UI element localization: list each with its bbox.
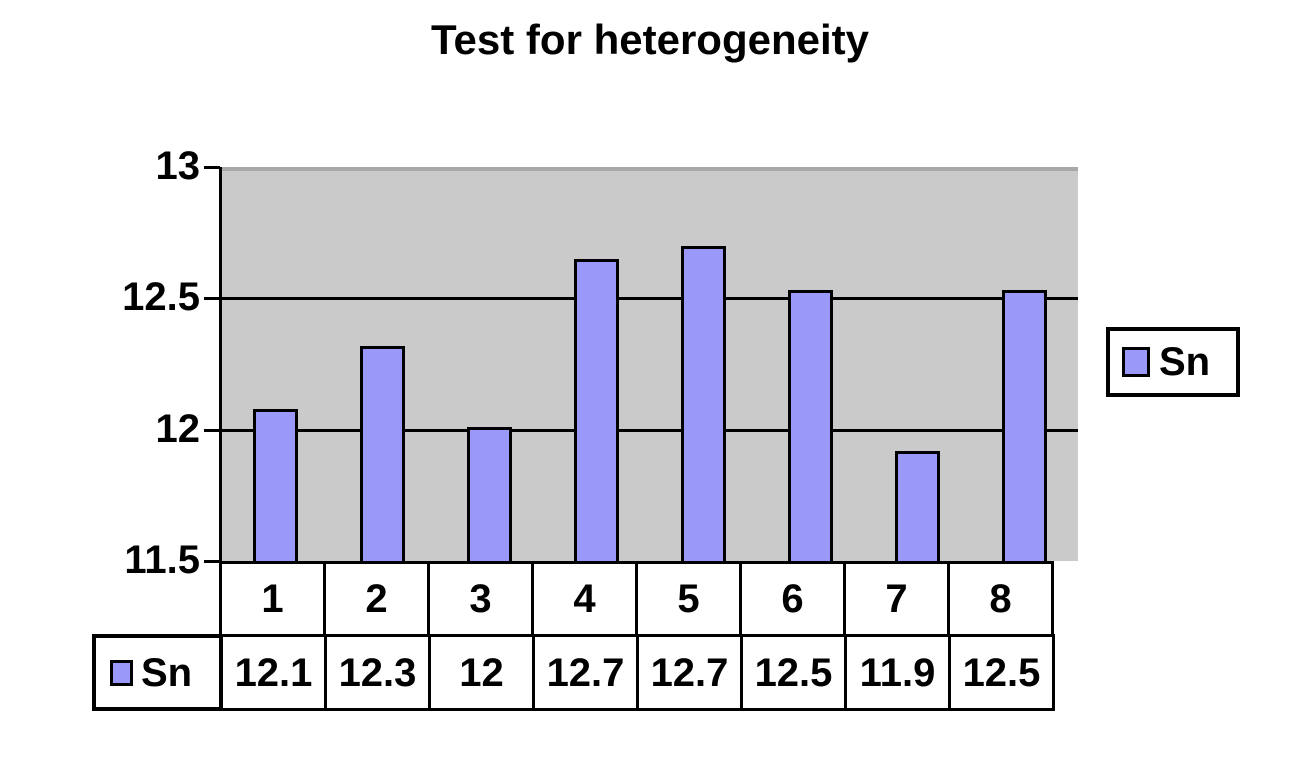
bar-sn-4 bbox=[574, 259, 619, 564]
y-axis-label: 13 bbox=[155, 144, 201, 189]
gridline bbox=[222, 429, 1078, 432]
gridline bbox=[222, 297, 1078, 300]
y-axis-tick bbox=[204, 429, 220, 432]
bar-sn-2 bbox=[360, 346, 405, 564]
table-category-cell: 7 bbox=[843, 561, 950, 637]
y-axis-line bbox=[219, 167, 222, 561]
y-axis-tick bbox=[204, 166, 220, 169]
table-category-cell: 8 bbox=[947, 561, 1054, 637]
table-category-cell: 6 bbox=[739, 561, 846, 637]
table-value-cell: 12 bbox=[428, 634, 535, 711]
y-axis-label: 12 bbox=[155, 407, 201, 452]
table-value-cell: 12.5 bbox=[948, 634, 1055, 711]
bar-sn-5 bbox=[681, 246, 726, 564]
table-value-cell: 12.1 bbox=[220, 634, 327, 711]
table-row-label: Sn bbox=[141, 650, 193, 695]
bar-sn-6 bbox=[788, 290, 833, 564]
y-axis-label: 11.5 bbox=[124, 538, 200, 583]
table-value-row: Sn 12.1 12.3 12 12.7 12.7 12.5 11.9 12.5 bbox=[92, 634, 1055, 711]
series-swatch-icon bbox=[110, 659, 133, 686]
bar-sn-7 bbox=[895, 451, 940, 564]
bar-sn-3 bbox=[467, 427, 512, 564]
bar-sn-1 bbox=[253, 409, 298, 564]
y-axis-tick bbox=[204, 560, 220, 563]
table-value-cell: 11.9 bbox=[844, 634, 951, 711]
table-value-cell: 12.3 bbox=[324, 634, 431, 711]
legend-series-swatch-icon bbox=[1122, 347, 1150, 377]
y-axis-label: 12.5 bbox=[122, 275, 200, 320]
table-category-cell: 3 bbox=[427, 561, 534, 637]
table-category-cell: 4 bbox=[531, 561, 638, 637]
table-row-label-cell: Sn bbox=[92, 634, 223, 711]
legend-series-label: Sn bbox=[1159, 340, 1211, 384]
table-category-cell: 1 bbox=[219, 561, 326, 637]
plot-area bbox=[222, 167, 1078, 561]
table-value-cell: 12.7 bbox=[636, 634, 743, 711]
bar-sn-8 bbox=[1002, 290, 1047, 564]
table-category-cell: 5 bbox=[635, 561, 742, 637]
table-value-cell: 12.7 bbox=[532, 634, 639, 711]
legend-box: Sn bbox=[1106, 327, 1240, 397]
chart-title: Test for heterogeneity bbox=[431, 16, 869, 63]
y-axis-tick bbox=[204, 297, 220, 300]
table-category-cell: 2 bbox=[323, 561, 430, 637]
table-value-cell: 12.5 bbox=[740, 634, 847, 711]
